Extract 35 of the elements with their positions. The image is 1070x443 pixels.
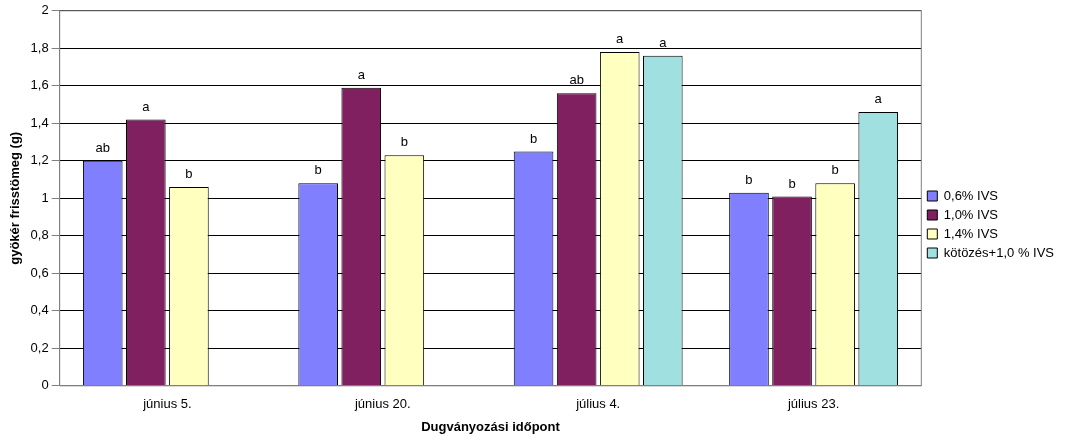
- legend-label: 1,4% IVS: [943, 225, 999, 241]
- y-tick-label: 0,6: [30, 264, 49, 280]
- y-tick-label: 2: [41, 2, 49, 18]
- y-tick-label: 0,2: [30, 339, 49, 355]
- data-label: a: [874, 91, 883, 107]
- y-tick-label: 1,2: [30, 152, 49, 168]
- data-label: a: [142, 98, 151, 114]
- data-label: a: [659, 34, 668, 50]
- data-label: ab: [569, 72, 584, 88]
- y-tick-label: 1,4: [30, 114, 49, 130]
- y-tick-label: 0,4: [30, 302, 49, 318]
- y-tick-label: 1,6: [30, 77, 49, 93]
- x-tick-label: június 20.: [353, 396, 411, 412]
- y-tick-label: 0,8: [30, 227, 49, 243]
- data-label: b: [314, 162, 322, 178]
- x-tick-label: június 5.: [142, 396, 192, 412]
- data-label: b: [400, 134, 408, 150]
- x-tick-label: július 4.: [575, 396, 621, 412]
- legend-label: kötözés+1,0 % IVS: [943, 244, 1055, 260]
- y-tick-label: 1,8: [30, 39, 49, 55]
- legend-label: 0,6% IVS: [943, 187, 999, 203]
- data-label: b: [788, 175, 796, 191]
- legend-label: 1,0% IVS: [943, 206, 999, 222]
- y-tick-label: 0: [41, 377, 49, 393]
- data-label: b: [745, 171, 753, 187]
- y-axis-title: gyökér frisstömeg (g): [7, 131, 23, 265]
- data-label: b: [185, 166, 193, 182]
- data-label: b: [529, 130, 538, 146]
- data-label: a: [357, 66, 366, 82]
- y-tick-label: 1: [41, 189, 49, 205]
- x-tick-label: július 23.: [786, 396, 840, 412]
- data-label: b: [831, 162, 839, 178]
- data-label: a: [616, 31, 625, 47]
- data-label: ab: [95, 139, 110, 155]
- x-axis-title: Dugványozási időpont: [421, 418, 561, 434]
